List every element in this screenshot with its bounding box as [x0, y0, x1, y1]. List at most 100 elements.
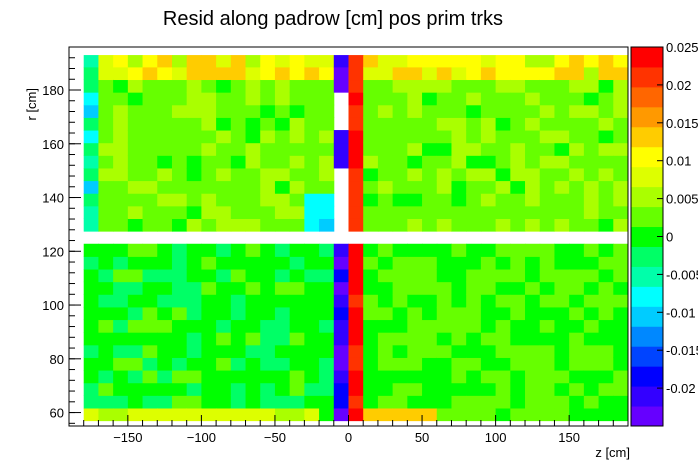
- heatmap-cell: [377, 357, 394, 371]
- heatmap-cell: [186, 218, 202, 232]
- heatmap-cell: [363, 79, 379, 93]
- heatmap-cell: [83, 167, 99, 182]
- heatmap-cell: [466, 281, 482, 295]
- heatmap-cell: [260, 357, 276, 371]
- heatmap-cell: [525, 104, 541, 118]
- heatmap-cell: [127, 256, 144, 270]
- palette-swatch: [631, 126, 663, 148]
- heatmap-cell: [495, 332, 511, 346]
- heatmap-cell: [451, 180, 467, 194]
- heatmap-cell: [274, 180, 291, 194]
- heatmap-cell: [319, 104, 335, 118]
- heatmap-cell: [569, 55, 585, 68]
- heatmap-cell: [495, 155, 511, 169]
- heatmap-cell: [407, 79, 423, 93]
- heatmap-cell: [113, 395, 129, 409]
- heatmap-cell: [201, 167, 217, 182]
- heatmap-cell: [201, 281, 217, 295]
- heatmap-cell: [171, 79, 188, 93]
- heatmap-cell: [613, 55, 629, 68]
- heatmap-cell: [157, 180, 173, 194]
- heatmap-cell: [598, 180, 614, 194]
- heatmap-cell: [260, 193, 276, 207]
- heatmap-cell: [613, 332, 629, 346]
- heatmap-cell: [554, 332, 570, 346]
- heatmap-cell: [510, 382, 526, 396]
- heatmap-cell: [407, 180, 423, 194]
- heatmap-cell: [598, 332, 614, 346]
- heatmap-cell: [598, 92, 614, 106]
- heatmap-cell: [319, 193, 335, 207]
- heatmap-cell: [598, 395, 614, 409]
- heatmap-cell: [422, 155, 438, 169]
- heatmap-cell: [186, 319, 202, 333]
- heatmap-cell: [157, 319, 173, 333]
- heatmap-cell: [171, 218, 188, 232]
- heatmap-cell: [407, 130, 423, 144]
- heatmap-cell: [583, 256, 600, 270]
- heatmap-cell: [319, 281, 335, 295]
- heatmap-cell: [583, 55, 600, 68]
- heatmap-cell: [613, 243, 629, 257]
- heatmap-cell: [377, 155, 394, 169]
- heatmap-cell: [348, 55, 364, 68]
- heatmap-cell: [274, 79, 291, 93]
- palette-swatch: [631, 386, 663, 407]
- heatmap-cell: [480, 319, 497, 333]
- heatmap-cell: [480, 243, 497, 257]
- heatmap-cell: [407, 155, 423, 169]
- heatmap-cell: [363, 395, 379, 409]
- heatmap-cell: [598, 205, 614, 219]
- heatmap-cell: [274, 130, 291, 144]
- heatmap-cell: [230, 205, 247, 219]
- heatmap-cell: [436, 370, 452, 384]
- palette-swatch: [631, 246, 663, 267]
- heatmap-cell: [171, 306, 188, 321]
- heatmap-cell: [113, 382, 129, 396]
- heatmap-cell: [304, 205, 320, 219]
- heatmap-cell: [495, 79, 511, 93]
- heatmap-cell: [525, 370, 541, 384]
- heatmap-cell: [436, 167, 452, 182]
- heatmap-cell: [216, 193, 232, 207]
- heatmap-cell: [260, 319, 276, 333]
- heatmap-cell: [510, 395, 526, 409]
- heatmap-cell: [613, 344, 629, 358]
- scale-tick-label: 0.01: [666, 154, 691, 169]
- heatmap-cell: [348, 79, 364, 93]
- heatmap-cell: [466, 319, 482, 333]
- heatmap-cell: [230, 55, 247, 68]
- heatmap-cell: [274, 319, 291, 333]
- heatmap-cell: [260, 104, 276, 118]
- heatmap-cell: [113, 180, 129, 194]
- heatmap-cell: [230, 218, 247, 232]
- heatmap-cell: [333, 130, 349, 144]
- heatmap-cell: [363, 205, 379, 219]
- heatmap-cell: [451, 130, 467, 144]
- heatmap-cell: [363, 256, 379, 270]
- heatmap-cell: [216, 370, 232, 384]
- heatmap-cell: [127, 395, 144, 409]
- heatmap-cell: [83, 193, 99, 207]
- heatmap-cell: [216, 243, 232, 257]
- heatmap-cell: [554, 167, 570, 182]
- heatmap-cell: [289, 130, 305, 144]
- heatmap-cell: [289, 332, 305, 346]
- heatmap-cell: [157, 55, 173, 68]
- heatmap-cell: [245, 332, 261, 346]
- heatmap-cell: [333, 155, 349, 169]
- heatmap-cell: [422, 79, 438, 93]
- heatmap-cell: [583, 130, 600, 144]
- heatmap-cell: [613, 117, 629, 131]
- heatmap-cell: [480, 55, 497, 68]
- heatmap-cell: [583, 357, 600, 371]
- heatmap-cell: [583, 92, 600, 106]
- heatmap-cell: [348, 281, 364, 295]
- heatmap-cell: [304, 294, 320, 308]
- heatmap-cell: [98, 180, 114, 194]
- heatmap-cell: [539, 395, 555, 409]
- heatmap-cell: [216, 306, 232, 321]
- heatmap-cell: [304, 382, 320, 396]
- heatmap-cell: [377, 256, 394, 270]
- x-tick-label: 150: [558, 430, 580, 445]
